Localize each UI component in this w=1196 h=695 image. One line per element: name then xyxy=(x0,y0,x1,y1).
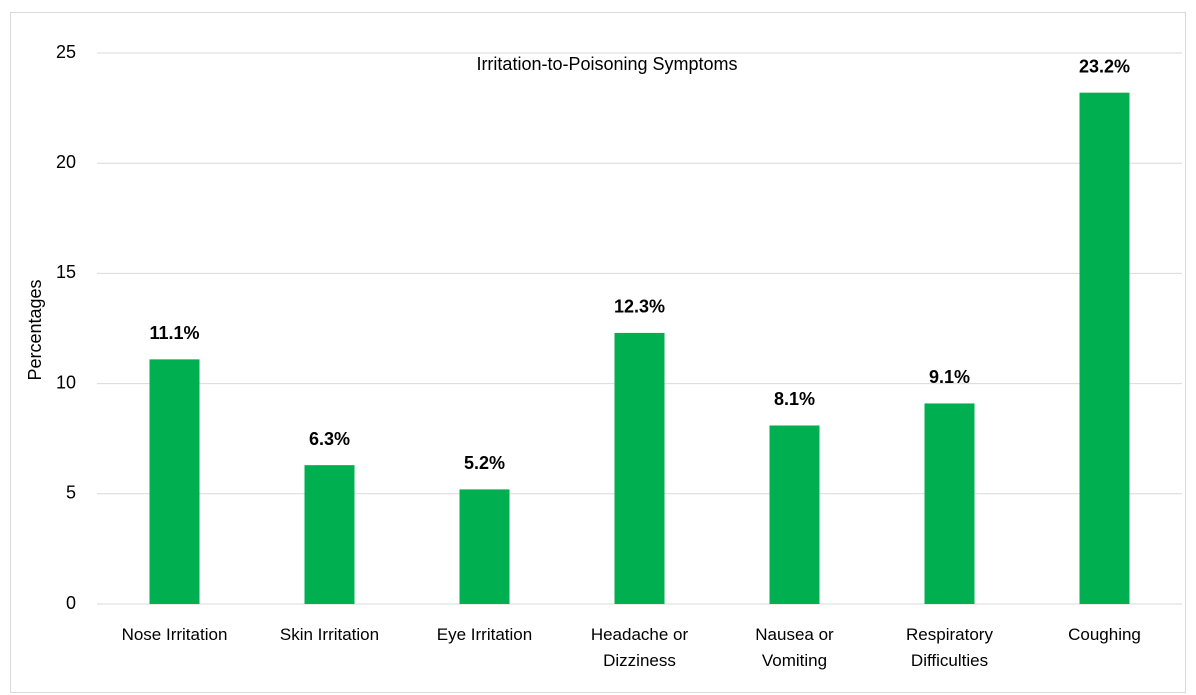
bar xyxy=(1079,92,1130,604)
bar xyxy=(769,425,820,604)
bar xyxy=(459,489,510,604)
y-tick-label: 10 xyxy=(56,372,76,392)
chart-border xyxy=(10,12,1186,693)
y-tick-label: 25 xyxy=(56,42,76,62)
x-tick-label: Coughing xyxy=(1068,625,1141,644)
data-label: 9.1% xyxy=(929,367,970,387)
y-axis-label: Percentages xyxy=(25,279,45,380)
y-tick-label: 5 xyxy=(66,483,76,503)
data-label: 12.3% xyxy=(614,297,665,317)
data-label: 5.2% xyxy=(464,453,505,473)
bar xyxy=(614,332,665,604)
bar xyxy=(924,403,975,604)
x-tick-label: Nose Irritation xyxy=(121,625,228,644)
y-tick-label: 20 xyxy=(56,152,76,172)
x-tick-label: Respiratory Difficulties xyxy=(906,625,993,670)
bar xyxy=(304,465,355,604)
data-label: 23.2% xyxy=(1079,56,1130,76)
x-tick-label: Skin Irritation xyxy=(279,625,380,644)
x-tick-label: Nausea or Vomiting xyxy=(755,625,834,670)
data-label: 11.1% xyxy=(149,323,199,343)
data-label: 8.1% xyxy=(774,389,815,409)
data-label: 6.3% xyxy=(309,429,350,449)
x-tick-label: Eye Irritation xyxy=(436,625,533,644)
y-tick-label: 15 xyxy=(56,262,76,282)
y-tick-label: 0 xyxy=(66,593,76,613)
bar xyxy=(149,359,200,604)
chart-title: Irritation-to-Poisoning Symptoms xyxy=(476,54,737,74)
x-tick-label: Headache or Dizziness xyxy=(590,625,689,670)
